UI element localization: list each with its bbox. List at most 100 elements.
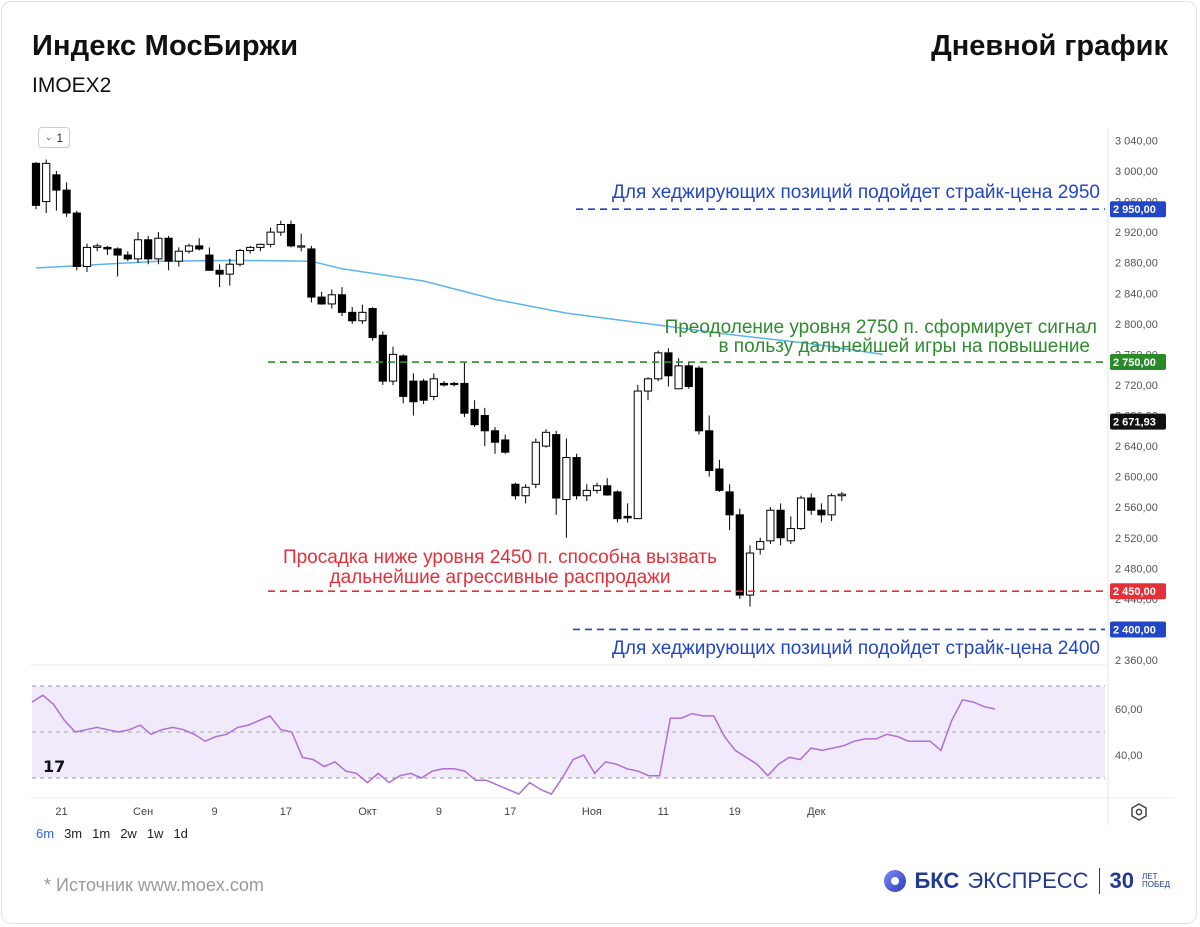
candle-up bbox=[358, 311, 367, 322]
candle-up bbox=[521, 486, 530, 497]
range-selector: 6m 3m 1m 2w 1w 1d bbox=[36, 826, 188, 841]
candle bbox=[817, 503, 826, 523]
range-1w[interactable]: 1w bbox=[146, 826, 164, 841]
candle bbox=[235, 248, 245, 267]
candle-up bbox=[82, 246, 92, 268]
candle bbox=[123, 251, 132, 262]
candle-down bbox=[603, 485, 612, 496]
interval-value: 1 bbox=[56, 130, 64, 145]
time-tick-label: 17 bbox=[504, 806, 516, 818]
candle bbox=[378, 331, 387, 385]
candle-up bbox=[276, 223, 285, 233]
candle-up bbox=[184, 245, 194, 252]
interval-dropdown[interactable]: ⌄ 1 bbox=[38, 127, 70, 148]
candle-down bbox=[337, 294, 347, 313]
candle bbox=[715, 459, 724, 492]
candle bbox=[541, 429, 551, 448]
price-tick-label: 2 480,00 bbox=[1115, 563, 1158, 575]
candle-up bbox=[42, 162, 51, 203]
candle bbox=[52, 171, 61, 211]
settings-icon[interactable] bbox=[1130, 803, 1148, 821]
candle-up bbox=[796, 497, 806, 530]
candle bbox=[531, 438, 540, 489]
anniversary-number: 30 bbox=[1109, 868, 1135, 893]
candle bbox=[154, 232, 163, 265]
price-tick-label: 2 520,00 bbox=[1115, 533, 1158, 545]
time-tick-label: 11 bbox=[658, 806, 669, 818]
candle bbox=[256, 243, 265, 252]
anniversary-text: ЛЕТ ПОБЕД bbox=[1142, 873, 1170, 889]
candle-up bbox=[582, 489, 591, 497]
candle bbox=[592, 482, 602, 494]
rsi-line bbox=[31, 694, 996, 796]
candle bbox=[623, 503, 632, 523]
candle bbox=[276, 220, 285, 236]
candle-down bbox=[501, 439, 510, 453]
candle bbox=[776, 503, 785, 546]
candle-up bbox=[133, 239, 143, 260]
chart-period-title: Дневной график bbox=[931, 30, 1168, 62]
range-1d[interactable]: 1d bbox=[173, 826, 188, 841]
candle bbox=[388, 346, 398, 385]
range-2w[interactable]: 2w bbox=[120, 826, 137, 841]
candle-up bbox=[174, 250, 183, 262]
candle-down bbox=[552, 434, 561, 499]
range-6m[interactable]: 6m bbox=[36, 826, 55, 841]
candle bbox=[419, 378, 428, 405]
rsi-tick-label: 40,00 bbox=[1115, 750, 1143, 762]
candle-down bbox=[450, 382, 459, 386]
candle-up bbox=[256, 243, 265, 248]
candle bbox=[286, 220, 296, 248]
candle bbox=[307, 245, 316, 303]
candle-up bbox=[592, 485, 602, 491]
resistance-2750-badge-bg bbox=[1110, 354, 1166, 371]
hedge-2400-badge: 2 400,00 bbox=[1113, 624, 1156, 636]
candle-down bbox=[715, 468, 724, 491]
range-1m[interactable]: 1m bbox=[92, 826, 111, 841]
candle bbox=[796, 495, 806, 531]
candle bbox=[31, 161, 41, 210]
candle-up bbox=[429, 378, 438, 397]
range-3m[interactable]: 3m bbox=[64, 826, 83, 841]
candle bbox=[246, 245, 255, 254]
candle bbox=[613, 490, 622, 523]
candle-up bbox=[531, 441, 540, 485]
candle bbox=[827, 493, 836, 521]
candle-down bbox=[164, 237, 173, 262]
price-tick-label: 2 920,00 bbox=[1115, 227, 1158, 239]
candle-down bbox=[123, 254, 132, 260]
candle-down bbox=[694, 367, 704, 432]
candle bbox=[195, 238, 204, 251]
price-tick-label: 2 720,00 bbox=[1115, 380, 1158, 392]
candle-down bbox=[62, 189, 71, 214]
candle-down bbox=[399, 355, 408, 397]
candle bbox=[337, 287, 347, 317]
candle bbox=[684, 362, 693, 389]
candle-up bbox=[827, 495, 836, 516]
candle bbox=[368, 307, 377, 341]
candle bbox=[766, 507, 775, 544]
candle-down bbox=[735, 514, 744, 596]
candle-down bbox=[776, 509, 785, 539]
price-tick-label: 3 040,00 bbox=[1115, 135, 1158, 147]
candle bbox=[215, 264, 224, 288]
candle bbox=[82, 243, 92, 272]
candle bbox=[572, 453, 581, 500]
candle-down bbox=[317, 296, 326, 305]
candle bbox=[450, 381, 459, 387]
anniversary-text-2: ПОБЕД bbox=[1142, 880, 1170, 889]
candle bbox=[429, 373, 438, 401]
bks-logo-icon bbox=[884, 870, 907, 892]
candle bbox=[460, 362, 469, 418]
candle bbox=[633, 384, 642, 520]
tradingview-logo-icon: 17 bbox=[43, 757, 66, 776]
candle-down bbox=[103, 246, 112, 250]
brand-logo: БКС ЭКСПРЕСС 30 ЛЕТ ПОБЕД bbox=[884, 868, 1170, 894]
candle bbox=[837, 491, 846, 502]
candle bbox=[205, 247, 214, 271]
candle bbox=[521, 484, 530, 504]
hedge-high-annotation: Для хеджирующих позиций подойдет страйк-… bbox=[612, 182, 1100, 203]
price-tick-label: 2 360,00 bbox=[1115, 655, 1158, 667]
current-price-badge-bg bbox=[1110, 413, 1166, 430]
